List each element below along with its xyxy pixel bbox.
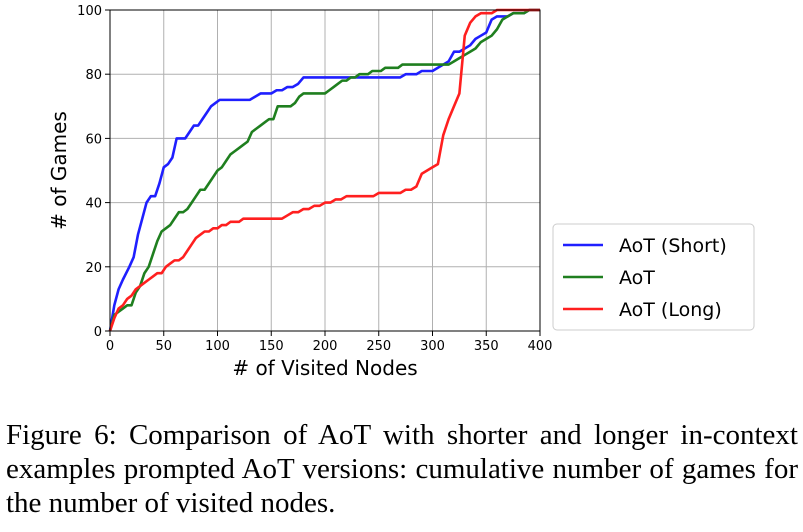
y-axis-label: # of Games [47, 111, 71, 230]
x-axis-label: # of Visited Nodes [232, 356, 417, 380]
y-tick-label: 0 [94, 325, 102, 340]
legend-label-aot-long: AoT (Long) [619, 299, 722, 321]
x-tick-label: 0 [106, 339, 114, 354]
line-chart: 0 50 100 150 200 250 300 350 400 0 20 40 60 80 100 # o… [47, 4, 755, 380]
y-tick-label: 80 [85, 68, 102, 83]
series-line-aot [108, 8, 540, 332]
series-line-aot-short [108, 8, 540, 332]
x-tick-label: 50 [155, 339, 172, 354]
y-tick-label: 20 [85, 261, 102, 276]
y-tick-label: 40 [85, 197, 102, 212]
figure-caption: Figure 6: Comparison of AoT with shorter… [6, 419, 798, 519]
legend: AoT (Short) AoT AoT (Long) [552, 223, 755, 331]
x-tick-label: 300 [420, 339, 445, 354]
legend-box [552, 223, 755, 331]
axis-ticks: 0 50 100 150 200 250 300 350 400 0 20 40 60 80 100 [77, 4, 552, 354]
x-tick-label: 350 [474, 339, 499, 354]
series-line-aot-long [108, 8, 540, 332]
grid [109, 9, 541, 332]
series-lines [108, 8, 540, 332]
y-tick-label: 60 [85, 132, 102, 147]
y-tick-label: 100 [77, 4, 102, 19]
x-tick-label: 200 [313, 339, 338, 354]
x-tick-label: 100 [205, 339, 230, 354]
legend-label-aot-short: AoT (Short) [619, 235, 727, 257]
x-tick-label: 400 [528, 339, 553, 354]
legend-label-aot: AoT [619, 267, 655, 289]
x-tick-label: 150 [259, 339, 284, 354]
x-tick-label: 250 [366, 339, 391, 354]
